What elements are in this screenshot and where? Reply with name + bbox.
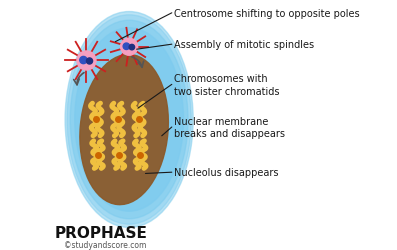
Circle shape <box>123 44 130 50</box>
Ellipse shape <box>75 28 183 211</box>
Ellipse shape <box>65 12 193 228</box>
Circle shape <box>121 39 138 56</box>
Text: Chromosomes with
two sister chromatids: Chromosomes with two sister chromatids <box>174 74 279 96</box>
Circle shape <box>87 59 93 65</box>
Text: Centrosome shifting to opposite poles: Centrosome shifting to opposite poles <box>174 9 359 19</box>
Text: Assembly of mitotic spindles: Assembly of mitotic spindles <box>174 40 314 50</box>
Circle shape <box>77 52 96 71</box>
Text: Nucleolus disappears: Nucleolus disappears <box>174 168 278 177</box>
Ellipse shape <box>70 21 188 219</box>
Circle shape <box>129 45 135 51</box>
Ellipse shape <box>67 16 191 224</box>
Text: ©studyandscore.com: ©studyandscore.com <box>64 240 146 249</box>
Circle shape <box>80 57 87 64</box>
Ellipse shape <box>65 12 193 228</box>
Ellipse shape <box>80 55 168 205</box>
Text: PROPHASE: PROPHASE <box>55 225 148 240</box>
Text: Nuclear membrane
breaks and disappears: Nuclear membrane breaks and disappears <box>174 116 285 139</box>
